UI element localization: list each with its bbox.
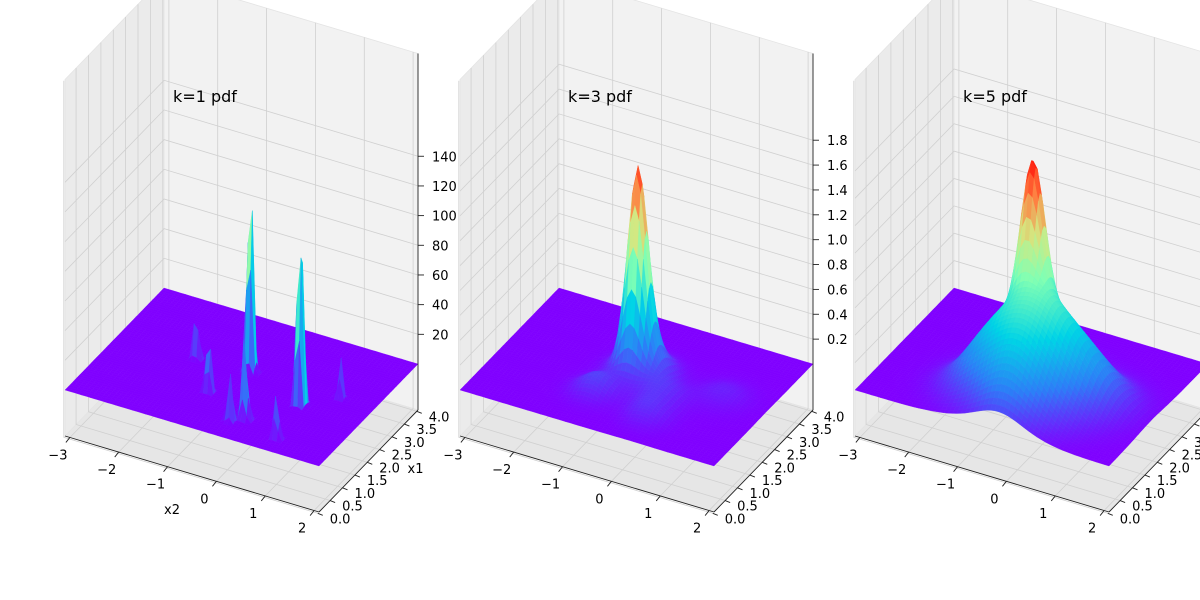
y-tick-mark [416, 410, 422, 414]
z-tick-label: 120 [432, 180, 457, 195]
surface-plot-1: −3−2−10120.00.51.01.52.02.53.03.54.02040… [48, 0, 457, 537]
y-tick-mark [342, 487, 348, 491]
grid-line [64, 109, 419, 213]
z-tick-label: 100 [432, 210, 457, 225]
x-tick-label: 2 [298, 522, 306, 537]
grid-line [64, 79, 419, 183]
grid-line [88, 55, 343, 489]
grid-line [64, 168, 419, 272]
z-tick-label: 20 [432, 328, 449, 343]
y-tick-mark [367, 461, 373, 465]
grid-line [313, 52, 414, 511]
grid-line [64, 139, 419, 242]
z-tick-label: 140 [432, 150, 457, 165]
surface-mesh [64, 210, 419, 467]
z-tick-label: 80 [432, 239, 449, 254]
x-tick-label: −2 [97, 463, 116, 478]
x-axis-label: x2 [164, 503, 180, 518]
x-tick-label: −1 [146, 478, 165, 493]
grid-line [64, 228, 419, 331]
z-tick-label: 40 [432, 299, 449, 314]
y-tick-mark [354, 474, 361, 478]
grid-line [75, 68, 331, 501]
z-tick-label: 60 [432, 269, 449, 284]
x-tick-label: 1 [249, 507, 257, 522]
surface-plot-2: −3−2−10120.00.51.01.52.02.53.03.54.00.20… [443, 0, 848, 537]
x-tick-label: −3 [48, 448, 67, 463]
plot-title: k=1 pdf [173, 87, 237, 106]
y-tick-mark [391, 436, 398, 440]
y-axis-label: x1 [408, 462, 424, 477]
y-tick-mark [379, 449, 385, 452]
y-tick-label: 4.0 [429, 410, 450, 425]
grid-line [64, 257, 419, 361]
y-tick-mark [329, 500, 336, 503]
y-tick-mark [404, 423, 410, 427]
grid-line [63, 80, 318, 514]
grid-line [64, 198, 419, 302]
y-tick-mark [317, 512, 323, 516]
x-tick-label: 0 [200, 492, 208, 507]
